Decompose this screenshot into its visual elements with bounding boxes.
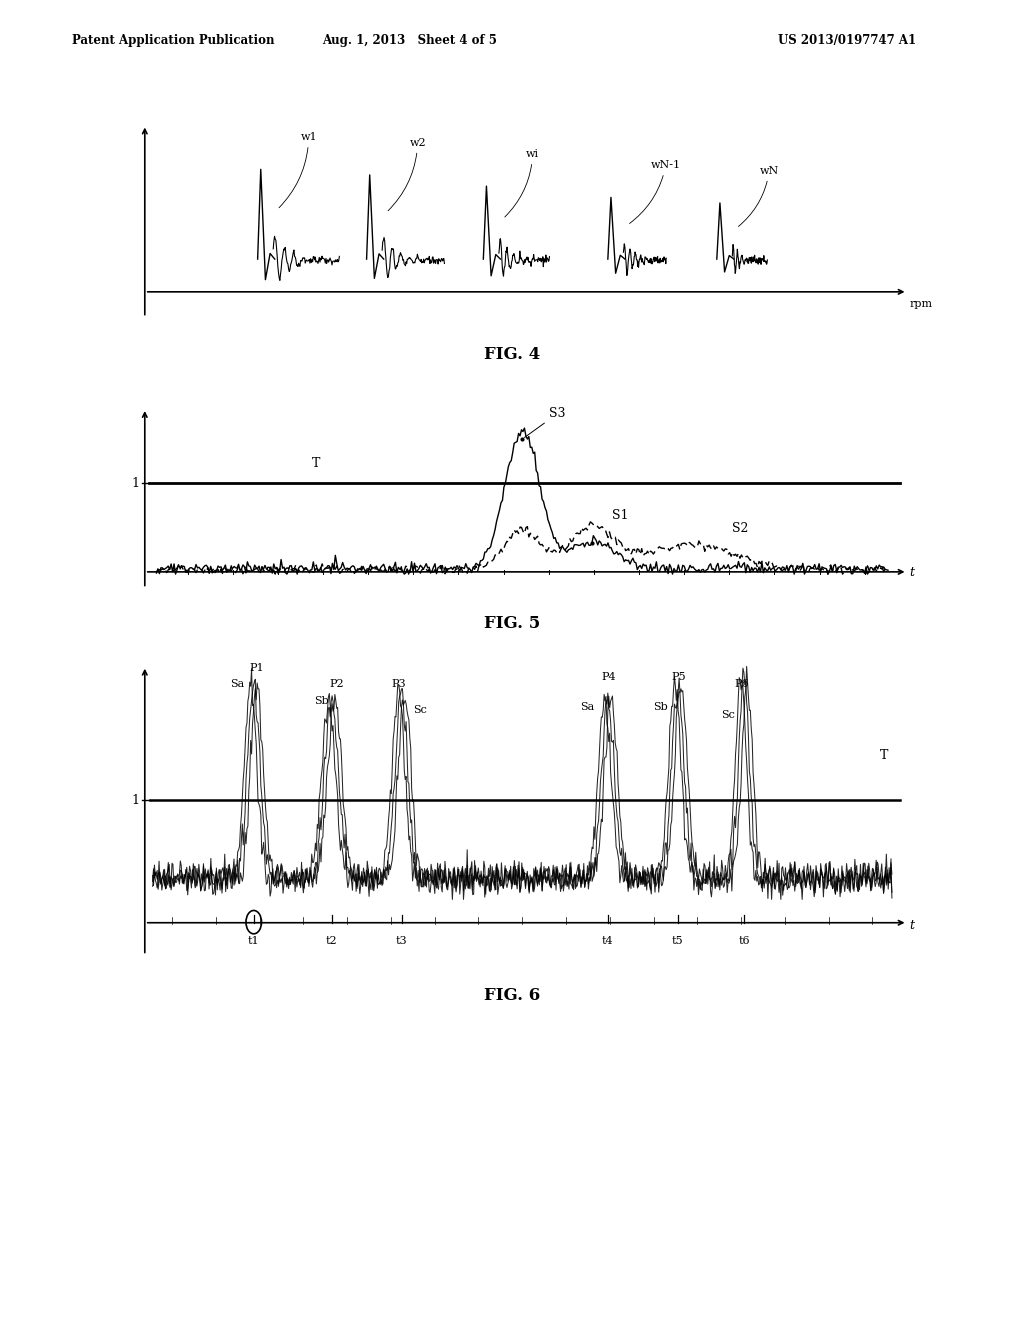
Text: wN-1: wN-1 [630,160,681,223]
Text: P4: P4 [602,672,616,682]
Text: w1: w1 [280,132,317,207]
Text: P5: P5 [672,672,686,682]
Text: T: T [881,750,889,762]
Text: P1: P1 [250,663,264,672]
Text: P6: P6 [734,678,749,689]
Text: FIG. 6: FIG. 6 [484,987,540,1005]
Text: US 2013/0197747 A1: US 2013/0197747 A1 [778,34,916,48]
Text: Sa: Sa [230,678,245,689]
Text: t2: t2 [326,936,337,945]
Text: Aug. 1, 2013   Sheet 4 of 5: Aug. 1, 2013 Sheet 4 of 5 [323,34,497,48]
Text: t1: t1 [248,936,259,945]
Text: wi: wi [505,149,540,216]
Text: t5: t5 [672,936,684,945]
Text: Sb: Sb [313,697,329,706]
Text: Patent Application Publication: Patent Application Publication [72,34,274,48]
Text: P3: P3 [391,678,407,689]
Text: Sa: Sa [581,702,595,713]
Text: T: T [312,457,321,470]
Text: t: t [909,566,914,579]
Text: w2: w2 [388,137,426,211]
Text: t: t [909,919,914,932]
Text: 1: 1 [131,477,139,490]
Text: S3: S3 [524,407,566,437]
Text: 1: 1 [131,793,139,807]
Text: S2: S2 [732,521,749,535]
Text: rpm: rpm [909,298,933,309]
Text: S1: S1 [611,508,629,521]
Text: Sb: Sb [653,702,668,713]
Text: P2: P2 [330,678,344,689]
Text: FIG. 5: FIG. 5 [484,615,540,632]
Text: t4: t4 [602,936,613,945]
Text: wN: wN [738,166,779,227]
Text: Sc: Sc [414,705,427,714]
Text: Sc: Sc [721,710,734,721]
Text: FIG. 4: FIG. 4 [484,346,540,363]
Text: t3: t3 [396,936,408,945]
Text: t6: t6 [738,936,750,945]
